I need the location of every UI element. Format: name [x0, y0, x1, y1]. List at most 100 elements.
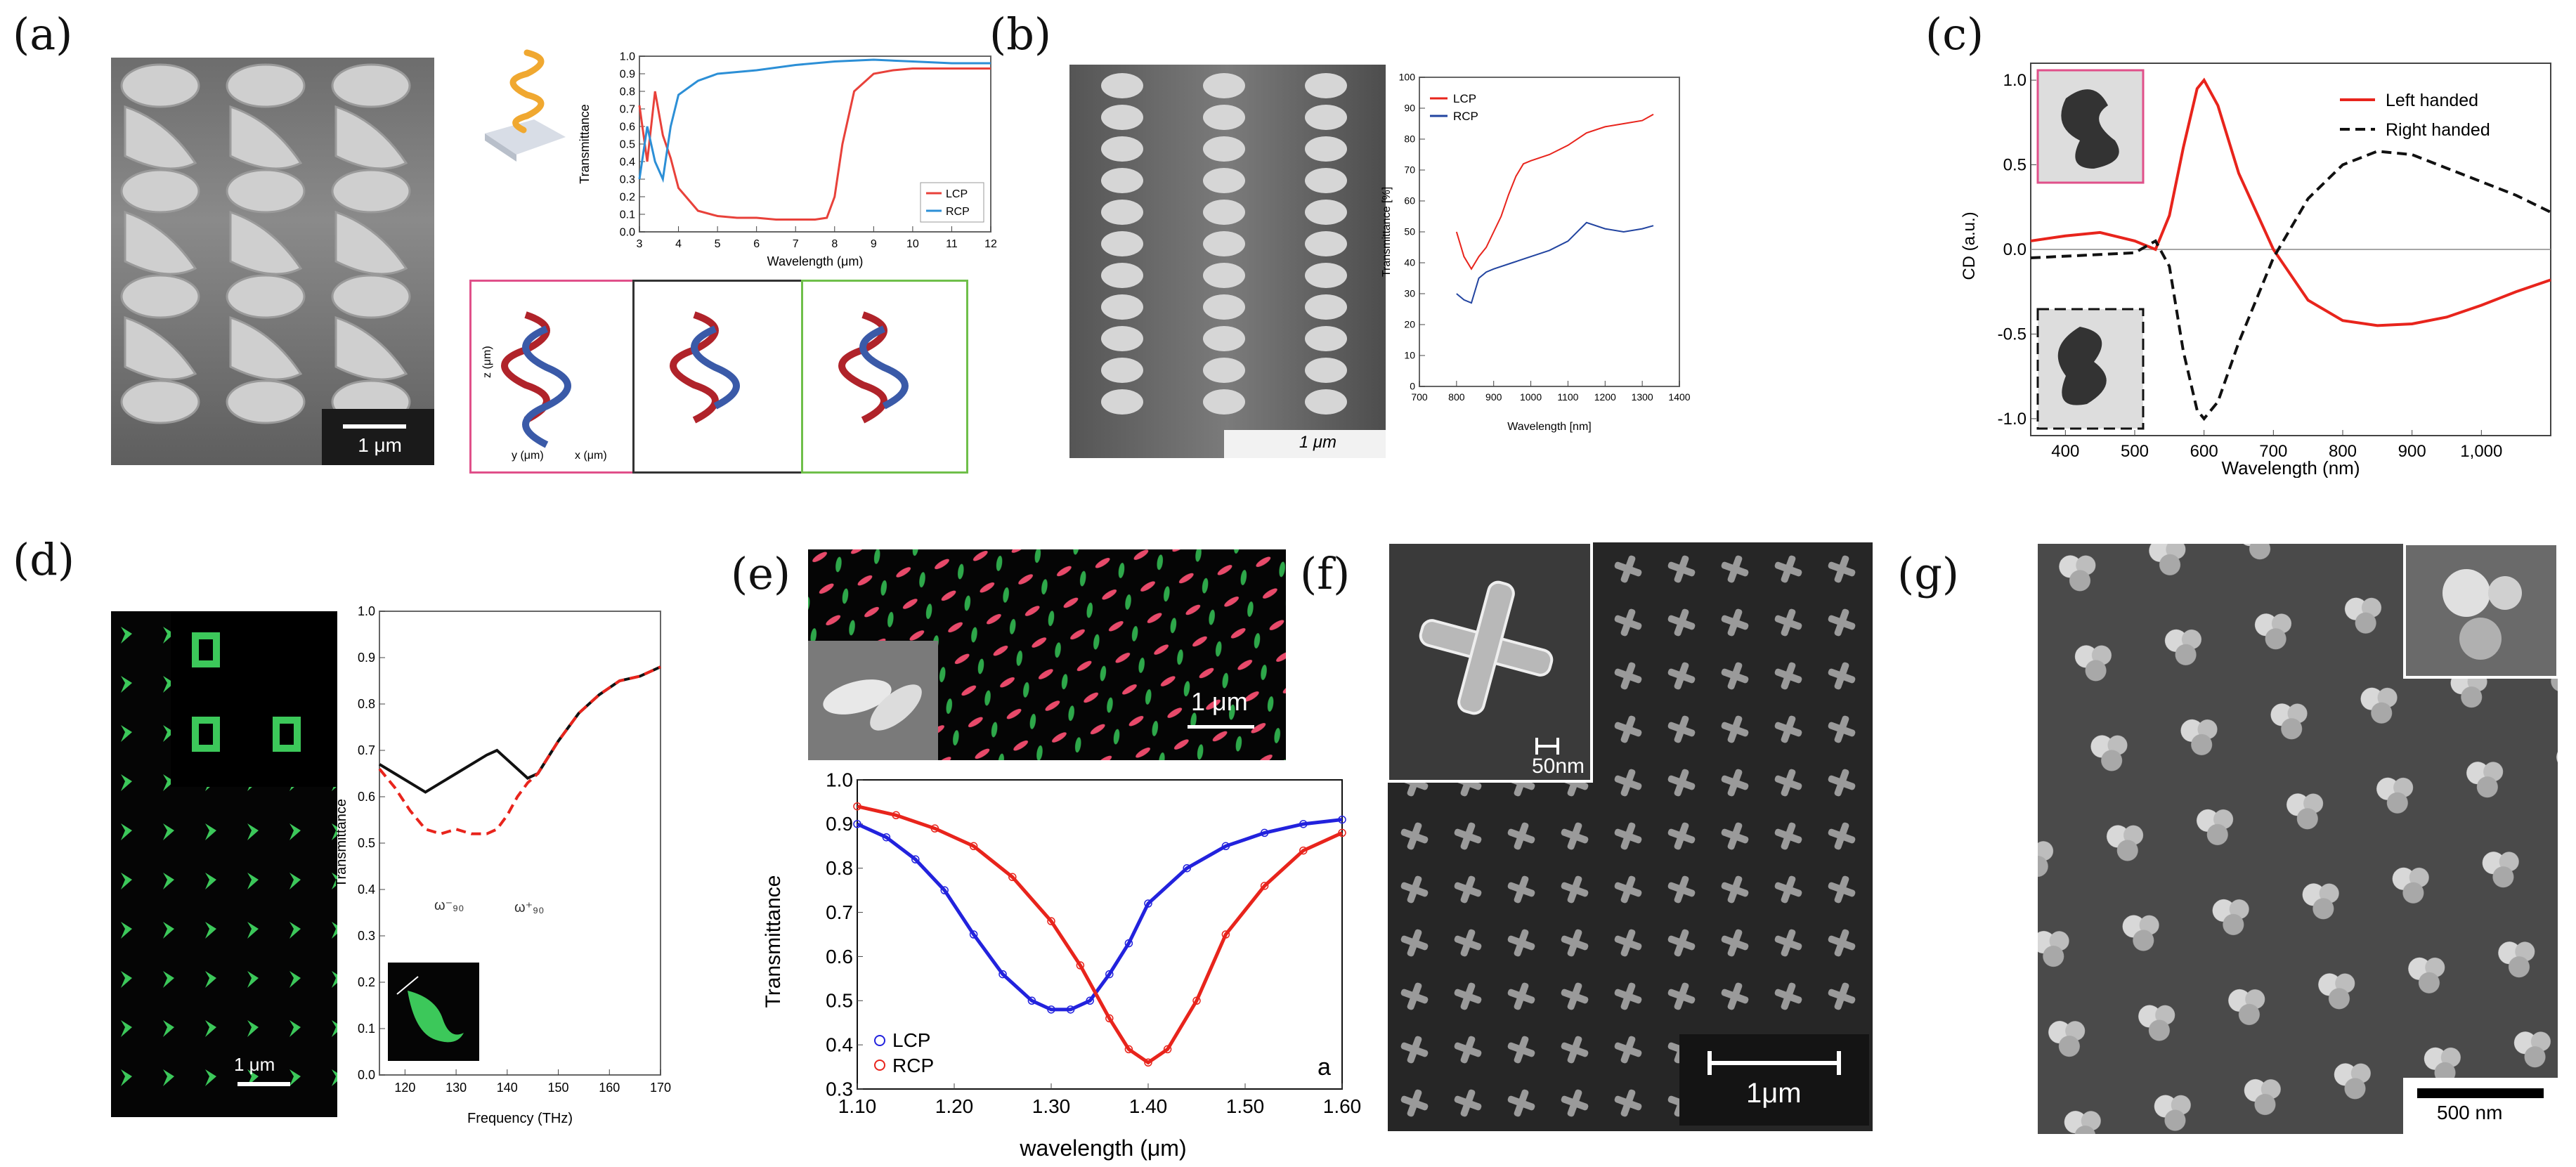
inset-scale-label-f: 50nm [1532, 755, 1585, 778]
chart-a-legend-rcp: RCP [946, 206, 970, 218]
panel-e-image: 1 μm [808, 549, 1286, 760]
data-point [1124, 939, 1133, 948]
chart-a-xlabel: Wavelength (μm) [767, 254, 864, 268]
chart-d: Transmittance Frequency (THz) ω⁻₉₀ ω⁺₉₀ … [334, 604, 671, 1126]
x-tick-label: 10 [906, 238, 919, 250]
chart-c-xlabel: Wavelength (nm) [2222, 457, 2360, 478]
data-point [892, 811, 900, 820]
x-tick-label: 1.10 [838, 1095, 877, 1117]
chart-b-xlabel: Wavelength [nm] [1507, 421, 1591, 433]
x-tick-label: 1.50 [1226, 1095, 1265, 1117]
data-point [853, 820, 861, 828]
data-point [1192, 996, 1201, 1005]
field-inset-3 [801, 280, 968, 474]
chart-b-legend-lcp: LCP [1453, 92, 1476, 105]
chart-c-ylabel: CD (a.u.) [1960, 211, 1979, 280]
y-tick-label: 0.4 [826, 1034, 853, 1055]
data-point [911, 855, 920, 863]
y-tick-label: 0.9 [826, 813, 853, 835]
chart-b-legend-rcp: RCP [1453, 110, 1478, 123]
data-point [1299, 820, 1308, 828]
chart-e-ylabel: Transmittance [762, 875, 785, 1008]
y-tick-label: 0.8 [620, 86, 635, 98]
y-tick-label: 50 [1404, 226, 1415, 237]
data-point [1086, 996, 1094, 1005]
y-tick-label: 0.0 [358, 1068, 375, 1082]
x-tick-label: 1.40 [1129, 1095, 1168, 1117]
panel-label-a: (a) [13, 8, 73, 60]
y-tick-label: 90 [1404, 103, 1415, 114]
y-tick-label: 0.7 [620, 103, 635, 115]
y-tick-label: -1.0 [1998, 410, 2027, 429]
y-tick-label: 0.3 [358, 929, 375, 943]
scale-bar-label: 1 μm [358, 434, 402, 456]
data-point [1221, 930, 1230, 939]
data-point [1163, 1045, 1172, 1054]
panel-b-sem-image: 1 μm [1069, 65, 1386, 458]
y-tick-label: 40 [1404, 257, 1415, 268]
scale-bar-label-e: 1 μm [1191, 687, 1248, 716]
panel-f-sem-image: 50nm 1μm [1388, 542, 1873, 1131]
y-tick-label: 0.6 [620, 121, 635, 133]
y-tick-label: 0.5 [826, 990, 853, 1012]
series-line-rcp [1456, 221, 1654, 304]
chart-e-legend-rcp: RCP [892, 1055, 934, 1076]
x-tick-label: 800 [1448, 391, 1465, 403]
y-tick-label: 0.0 [2003, 240, 2027, 259]
scale-bar [343, 424, 406, 429]
inset-axis-y: y (μm) [512, 450, 544, 462]
chart-a-ylabel: Transmittance [578, 104, 592, 183]
chart-c-legend-right: Right handed [2386, 120, 2490, 140]
data-point [853, 802, 861, 811]
x-tick-label: 130 [445, 1081, 467, 1095]
chart-c-inset-right-particle [2057, 327, 2107, 405]
panel-label-e: (e) [731, 548, 791, 599]
x-tick-label: 1100 [1557, 391, 1578, 403]
data-point [1047, 917, 1055, 925]
chart-e-xlabel: wavelength (μm) [1019, 1135, 1186, 1161]
scale-bar-label-f: 1μm [1746, 1078, 1802, 1109]
x-tick-label: 600 [2190, 442, 2218, 461]
chart-d-xlabel: Frequency (THz) [467, 1111, 573, 1126]
chart-c-legend-left: Left handed [2386, 91, 2478, 110]
y-tick-label: 0.9 [358, 651, 375, 665]
x-tick-label: 1.60 [1323, 1095, 1362, 1117]
x-tick-label: 1.30 [1032, 1095, 1071, 1117]
data-point [969, 842, 978, 851]
y-tick-label: 0.6 [358, 790, 375, 804]
inset-axis-z: z (μm) [481, 346, 493, 378]
data-point [882, 833, 891, 842]
x-tick-label: 900 [1485, 391, 1502, 403]
y-tick-label: 0.9 [620, 68, 635, 80]
y-tick-label: 0.5 [358, 836, 375, 850]
x-tick-label: 1000 [1520, 391, 1542, 403]
y-tick-label: 0.7 [826, 901, 853, 923]
chart-c-inset-left-particle [2061, 89, 2119, 169]
data-point [1008, 873, 1017, 882]
x-tick-label: 170 [650, 1081, 671, 1095]
y-tick-label: 10 [1404, 350, 1415, 361]
data-point [1338, 815, 1346, 824]
data-point [1105, 970, 1114, 979]
y-tick-label: 0.6 [826, 946, 853, 967]
series-line-measured-solid [378, 665, 661, 794]
data-point [1066, 1005, 1075, 1014]
data-point [940, 886, 949, 894]
data-point [1183, 863, 1191, 873]
y-tick-label: 100 [1399, 72, 1416, 83]
panel-label-c: (c) [1925, 8, 1984, 60]
x-tick-label: 1300 [1632, 391, 1653, 403]
y-tick-label: 1.0 [620, 51, 635, 63]
x-tick-label: 1400 [1668, 391, 1690, 403]
y-tick-label: 0.3 [826, 1078, 853, 1100]
y-tick-label: 0.5 [2003, 156, 2027, 175]
panel-label-g: (g) [1897, 548, 1960, 599]
y-tick-label: 80 [1404, 133, 1415, 145]
data-point [1221, 842, 1230, 851]
x-tick-label: 6 [753, 238, 760, 250]
y-tick-label: -0.5 [1998, 325, 2027, 344]
scale-bar-label-d: 1 μm [234, 1054, 275, 1075]
series-line-left-handed [2030, 77, 2551, 327]
y-tick-label: 0.8 [826, 857, 853, 879]
x-tick-label: 400 [2051, 442, 2079, 461]
